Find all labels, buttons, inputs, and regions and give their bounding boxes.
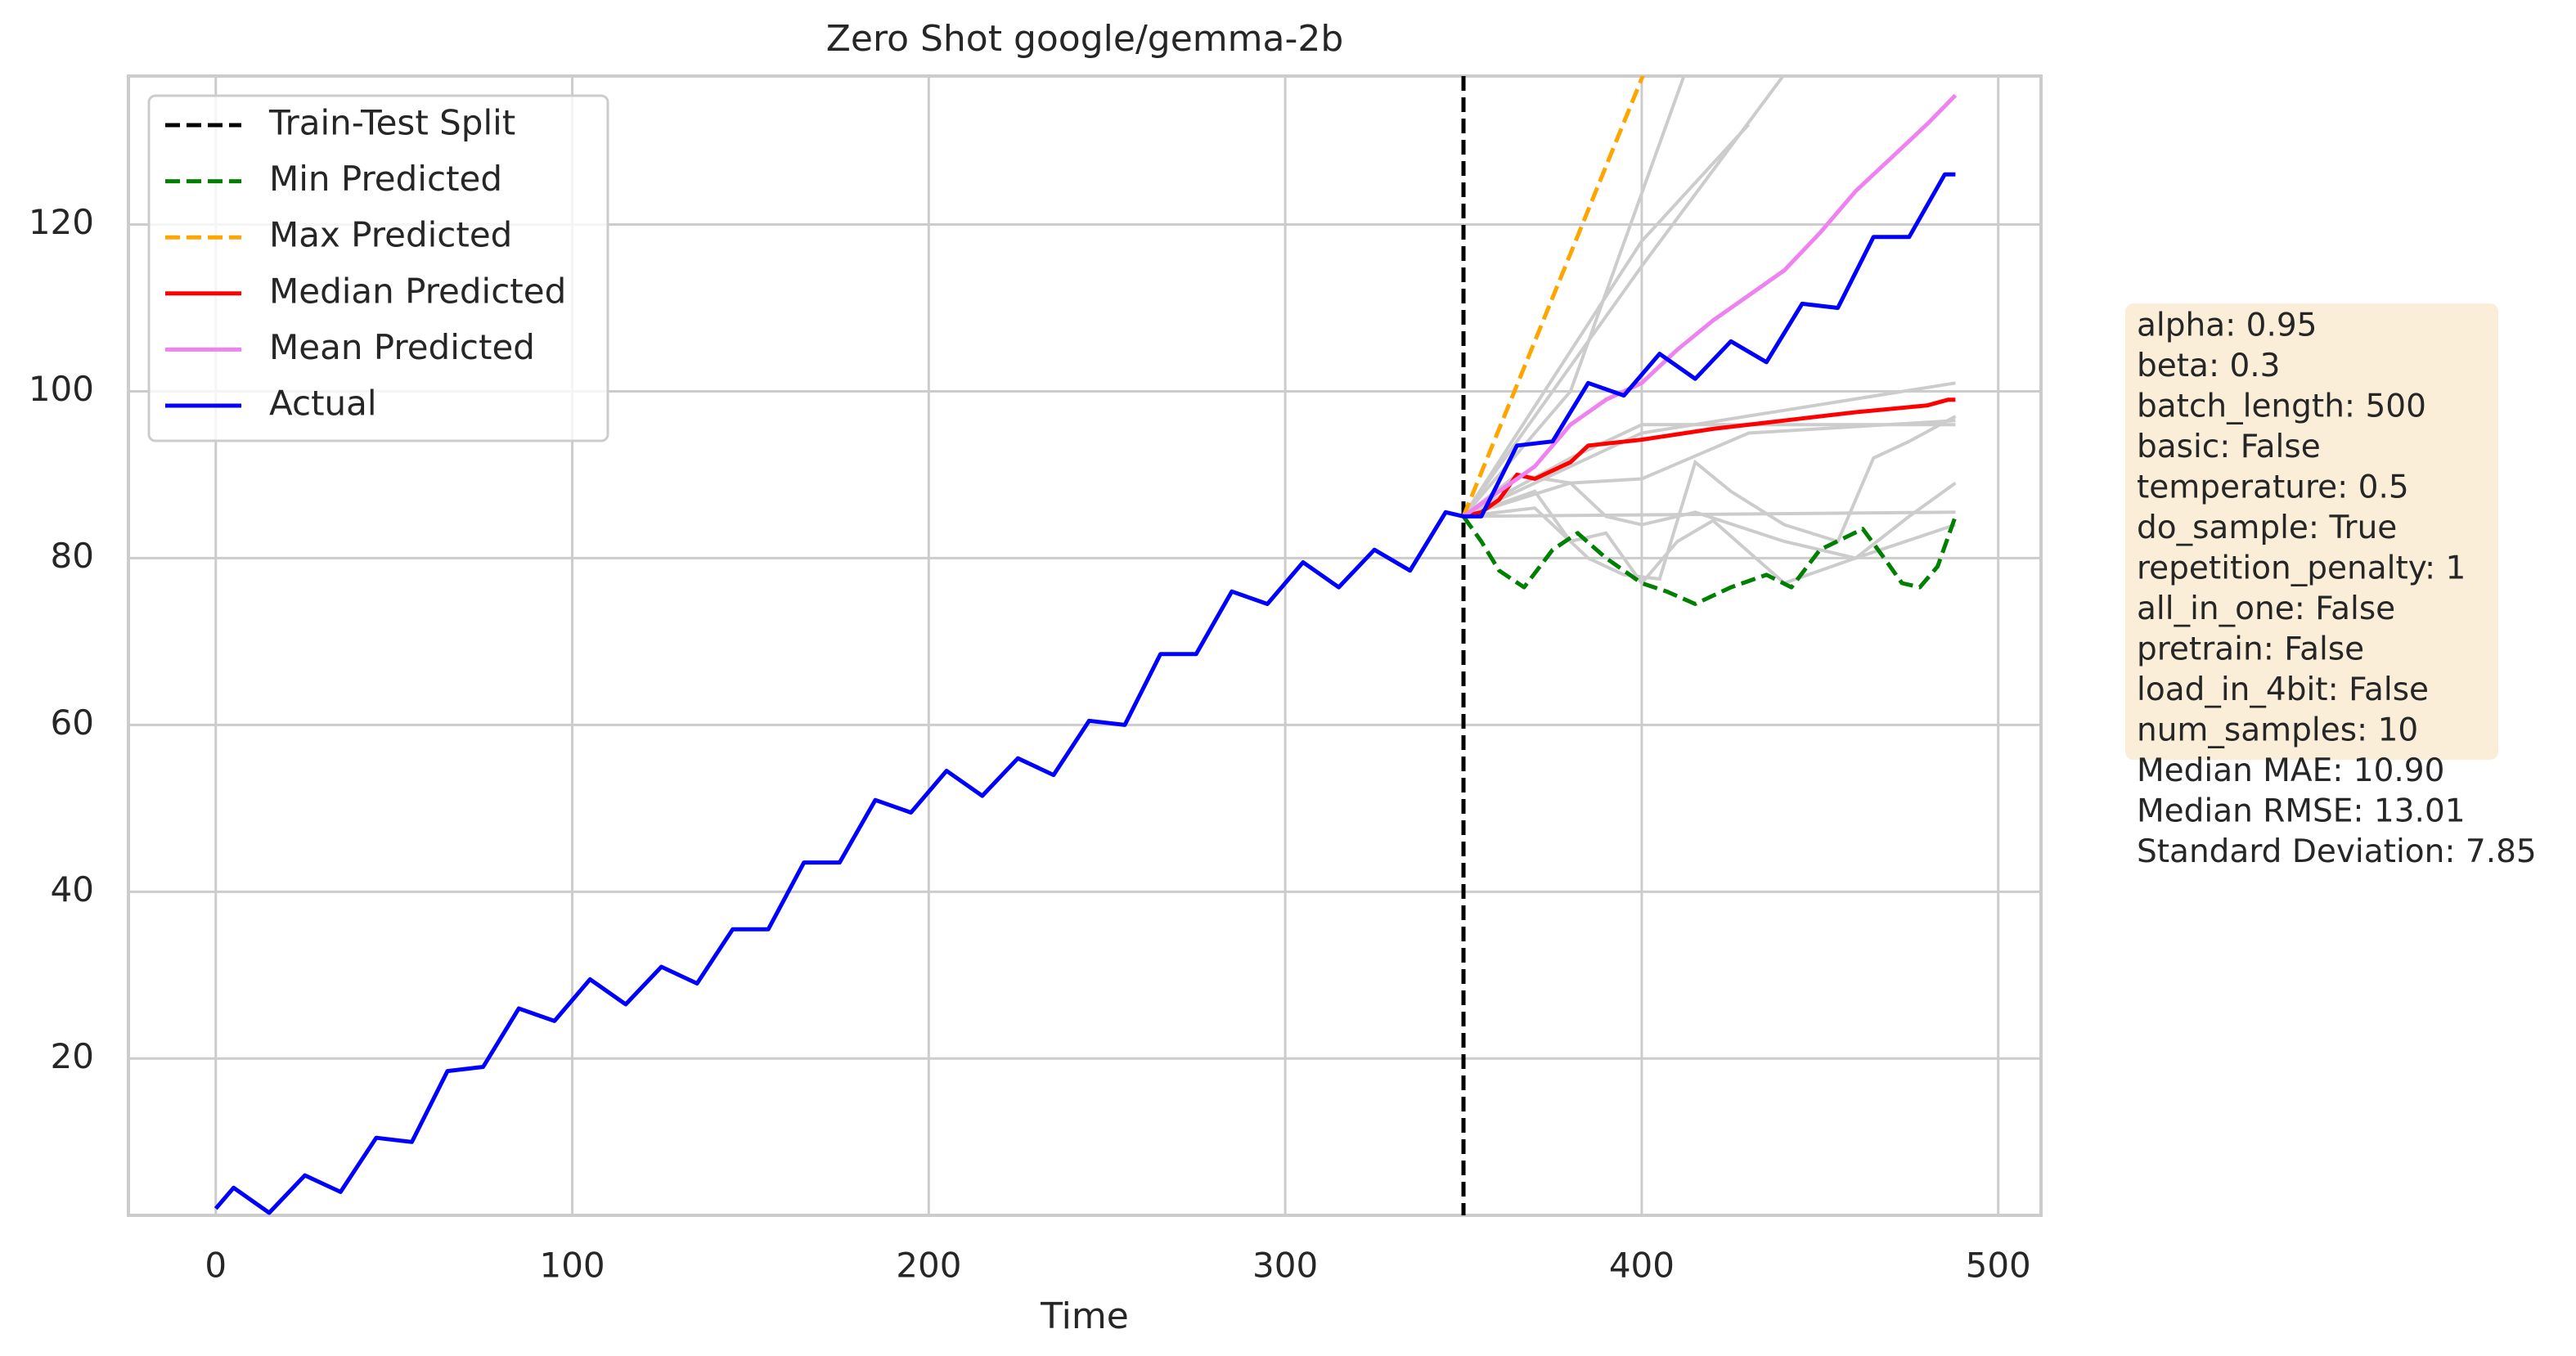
legend-label: Actual (269, 384, 377, 424)
y-tick-label: 20 (51, 1036, 94, 1076)
sample-line (1463, 415, 1957, 581)
series-line (1462, 93, 1958, 519)
x-tick-label: 500 (1966, 1246, 2031, 1286)
x-tick-label: 400 (1609, 1246, 1675, 1286)
x-axis-label: Time (1040, 1295, 1129, 1337)
annotation-line: pretrain: False (2137, 631, 2364, 668)
stat-line: Median MAE: 10.90 (2137, 752, 2444, 789)
annotation-line: basic: False (2137, 429, 2321, 465)
annotation-line: beta: 0.3 (2137, 348, 2281, 384)
annotation-line: num_samples: 10 (2137, 712, 2418, 749)
y-tick-label: 60 (51, 703, 94, 743)
y-tick-label: 80 (51, 536, 94, 576)
annotation-line: batch_length: 500 (2137, 388, 2426, 425)
sample-line (1462, 123, 1751, 518)
legend: Train-Test Split Min Predicted Max Predict… (147, 94, 609, 442)
annotation-box (2125, 303, 2498, 760)
legend-box (147, 94, 609, 442)
series-line (214, 172, 1956, 1215)
legend-label: Min Predicted (269, 159, 502, 199)
annotation-line: load_in_4bit: False (2137, 671, 2429, 708)
annotation-line: do_sample: True (2137, 510, 2397, 546)
legend-label: Median Predicted (269, 271, 566, 311)
chart-title: Zero Shot google/gemma-2b (826, 18, 1344, 60)
legend-label: Train-Test Split (268, 103, 515, 143)
plot-area (214, 76, 1958, 1215)
sample-line (1462, 419, 1956, 518)
sample-line (1463, 510, 1956, 519)
x-tick-label: 300 (1252, 1246, 1318, 1286)
y-tick-label: 100 (29, 369, 94, 409)
annotation-line: all_in_one: False (2137, 590, 2395, 627)
plot-frame (127, 74, 2043, 1217)
annotation-line: alpha: 0.95 (2137, 308, 2317, 344)
x-tick-label: 200 (896, 1246, 961, 1286)
sample-line (1463, 423, 1956, 519)
stat-line: Standard Deviation: 7.85 (2137, 833, 2537, 870)
sample-line (1463, 489, 1957, 586)
x-tick-label: 0 (205, 1246, 227, 1286)
x-tick-label: 100 (539, 1246, 605, 1286)
sample-line (1463, 381, 1956, 519)
sample-line (1462, 76, 1686, 518)
annotation: alpha: 0.95 beta: 0.3 batch_length: 500 bas… (2125, 303, 2537, 870)
y-tick-label: 40 (51, 869, 94, 909)
series-line (1463, 397, 1956, 519)
series-line (1461, 514, 1958, 606)
legend-label: Max Predicted (269, 215, 512, 255)
annotation-line: temperature: 0.5 (2137, 469, 2409, 506)
stat-line: Median RMSE: 13.01 (2137, 793, 2466, 830)
y-tick-label: 120 (29, 202, 94, 242)
annotation-line: repetition_penalty: 1 (2137, 550, 2466, 587)
legend-label: Mean Predicted (269, 327, 535, 367)
sample-line (1463, 481, 1957, 560)
series-line (1461, 76, 1645, 518)
